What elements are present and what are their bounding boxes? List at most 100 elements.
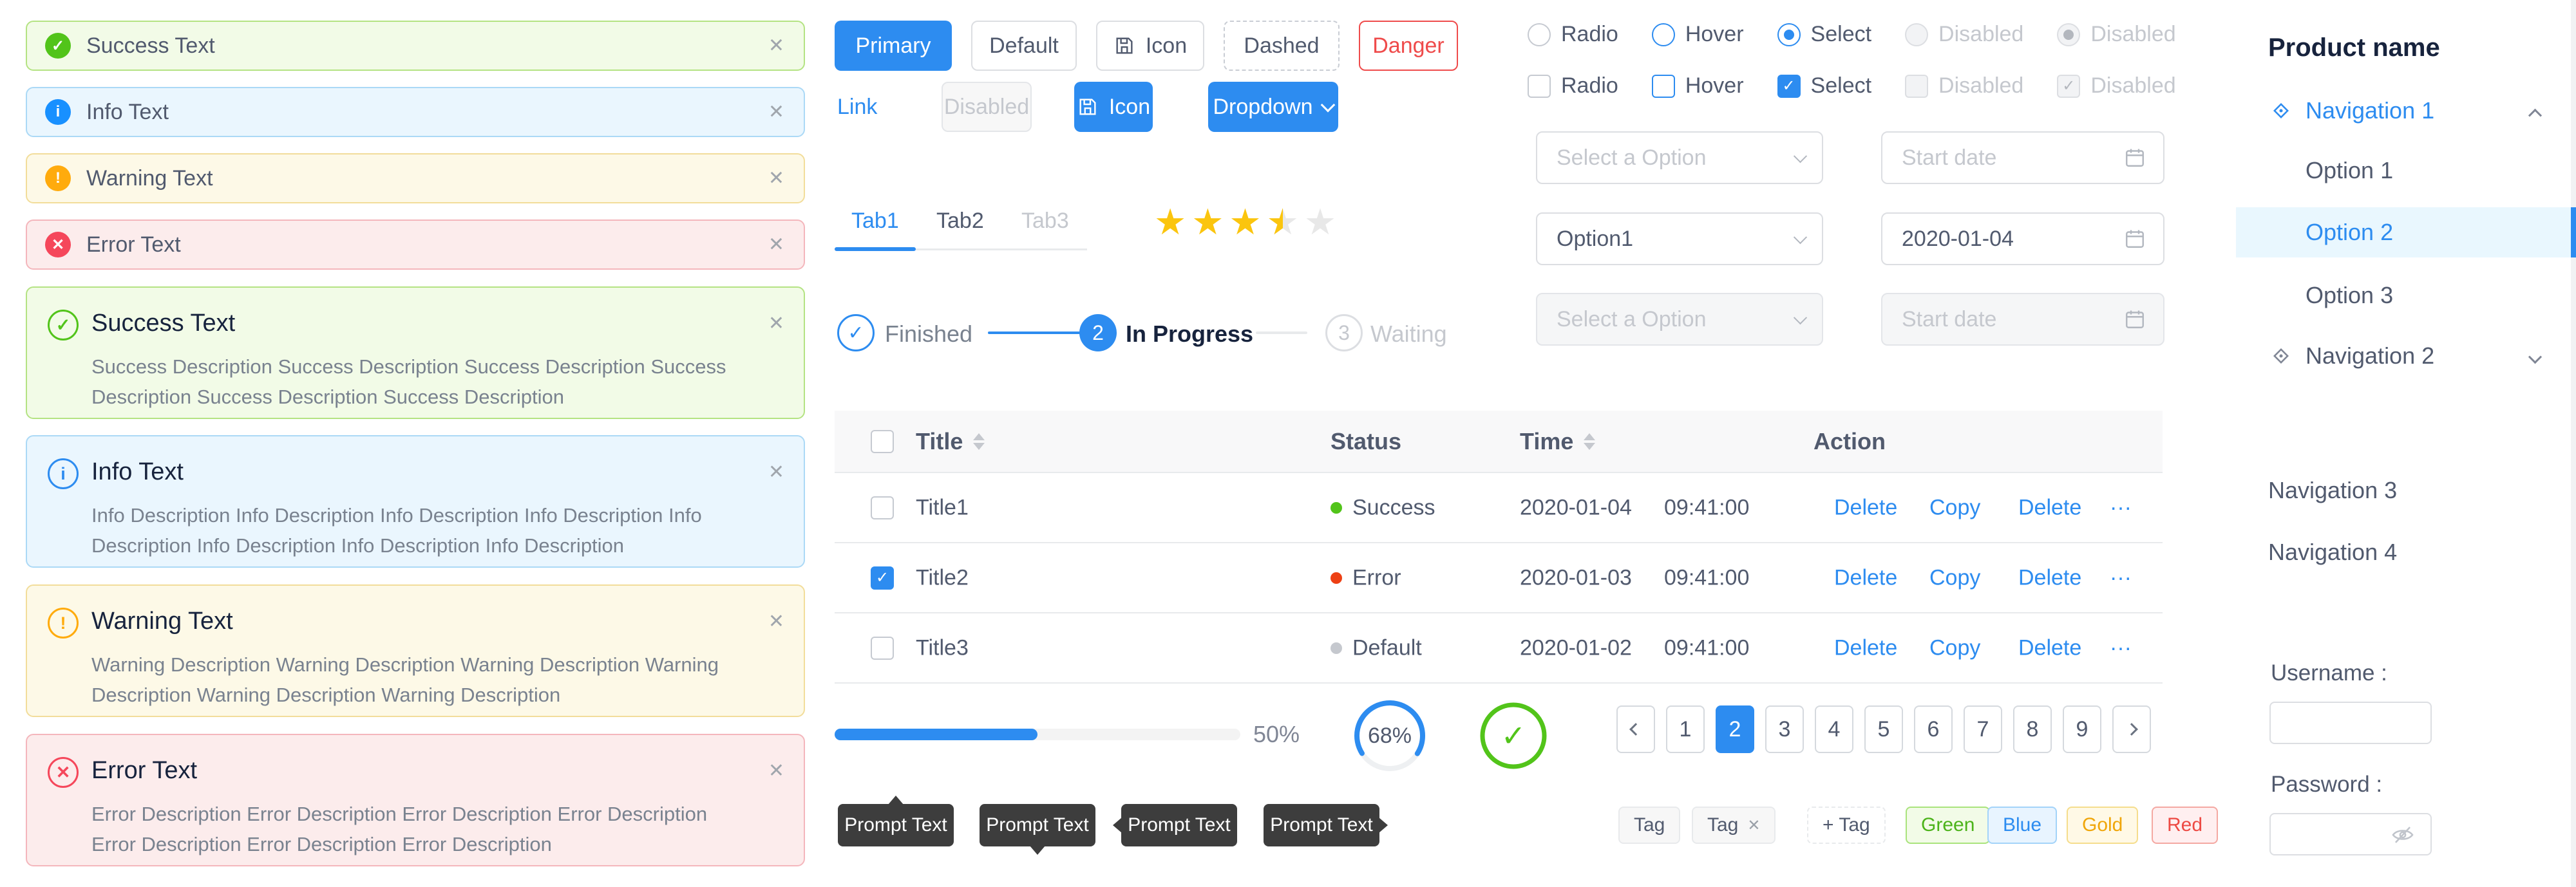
delete-link[interactable]: Delete [2018, 635, 2082, 660]
radio-selected[interactable]: Select [1777, 22, 1871, 47]
select-placeholder[interactable]: Select a Option [1536, 131, 1823, 184]
calendar-icon [2123, 146, 2146, 169]
page-2-active[interactable]: 2 [1716, 705, 1754, 753]
page-1[interactable]: 1 [1666, 705, 1705, 753]
page-5[interactable]: 5 [1864, 705, 1903, 753]
radio-icon [2057, 23, 2081, 46]
delete-link[interactable]: Delete [2018, 565, 2082, 590]
star-icon[interactable]: ★ [1191, 201, 1224, 242]
username-label: Username : [2271, 660, 2387, 686]
step-connector [988, 331, 1083, 334]
close-icon[interactable]: ✕ [768, 462, 784, 483]
sort-icon[interactable] [1584, 433, 1596, 450]
tab-tab1[interactable]: Tab1 [851, 209, 899, 233]
page-6[interactable]: 6 [1914, 705, 1953, 753]
tag-gold: Gold [2067, 807, 2139, 844]
close-icon[interactable]: ✕ [768, 35, 784, 57]
check-glyph: ✓ [51, 37, 65, 55]
close-icon[interactable]: ✕ [768, 101, 784, 123]
page-4[interactable]: 4 [1815, 705, 1853, 753]
more-actions-icon[interactable]: ··· [2110, 635, 2132, 660]
table-header: Title Status Time Action [835, 411, 2163, 473]
sidebar-item-option-2-selected[interactable]: Option 2 [2236, 207, 2576, 257]
copy-link[interactable]: Copy [1929, 565, 1981, 590]
tab-tab2[interactable]: Tab2 [936, 209, 984, 233]
close-icon[interactable]: ✕ [768, 611, 784, 632]
row-checkbox[interactable] [871, 636, 894, 660]
page-3[interactable]: 3 [1765, 705, 1804, 753]
delete-link[interactable]: Delete [1834, 635, 1898, 660]
alert-description: Warning Description Warning Description … [91, 653, 719, 706]
add-tag-button[interactable]: + Tag [1807, 807, 1886, 844]
link-button[interactable]: Link [837, 82, 877, 132]
checkbox-icon [1905, 74, 1929, 98]
page-7[interactable]: 7 [1964, 705, 2002, 753]
checkbox-normal[interactable]: Radio [1528, 73, 1618, 98]
copy-link[interactable]: Copy [1929, 495, 1981, 519]
select-disabled: Select a Option [1536, 293, 1823, 346]
select-filled[interactable]: Option1 [1536, 212, 1823, 265]
sidebar-item-option-1[interactable]: Option 1 [2236, 145, 2576, 196]
primary-button[interactable]: Primary [835, 21, 952, 71]
checkbox-hover[interactable]: Hover [1651, 73, 1744, 98]
username-field[interactable] [2269, 702, 2432, 744]
tab-tab3: Tab3 [1021, 209, 1069, 233]
radio-label: Radio [1561, 22, 1618, 46]
sidebar-item-option-3[interactable]: Option 3 [2236, 270, 2576, 321]
page-9[interactable]: 9 [2063, 705, 2101, 753]
radio-normal[interactable]: Radio [1528, 22, 1618, 47]
sidebar-item-navigation-2[interactable]: Navigation 2 [2236, 335, 2576, 377]
dashed-button[interactable]: Dashed [1224, 21, 1340, 71]
close-icon[interactable]: ✕ [1747, 816, 1761, 834]
sort-icon[interactable] [973, 433, 985, 450]
select-all-checkbox[interactable] [871, 429, 894, 453]
close-icon[interactable]: ✕ [768, 167, 784, 189]
close-icon[interactable]: ✕ [768, 234, 784, 256]
half-star-icon[interactable]: ★ ★ [1267, 201, 1299, 243]
next-page-button[interactable] [2112, 705, 2151, 753]
tooltip-arrow [1379, 817, 1388, 833]
error-glyph: ✕ [55, 762, 71, 782]
alert-title: Success Text [86, 33, 215, 58]
delete-link[interactable]: Delete [2018, 495, 2082, 519]
star-icon[interactable]: ★ [1229, 201, 1262, 242]
sidebar-scroll-track[interactable] [2571, 0, 2576, 887]
more-actions-icon[interactable]: ··· [2110, 495, 2132, 519]
cell-date: 2020-01-04 [1520, 495, 1632, 519]
tooltip-bottom: Prompt Text [980, 804, 1095, 855]
icon-primary-button[interactable]: Icon [1074, 82, 1153, 132]
more-actions-icon[interactable]: ··· [2110, 565, 2132, 590]
step-3-wait-icon: 3 [1325, 314, 1363, 351]
close-icon[interactable]: ✕ [768, 313, 784, 334]
delete-link[interactable]: Delete [1834, 565, 1898, 590]
copy-link[interactable]: Copy [1929, 635, 1981, 660]
row-checkbox-checked[interactable]: ✓ [871, 566, 894, 590]
cell-title: Title1 [916, 495, 969, 519]
default-button[interactable]: Default [971, 21, 1077, 71]
eye-invisible-icon[interactable] [2391, 823, 2415, 850]
radio-hover[interactable]: Hover [1651, 22, 1744, 47]
delete-link[interactable]: Delete [1834, 495, 1898, 519]
star-icon[interactable]: ★ [1154, 201, 1187, 242]
datepicker-filled[interactable]: 2020-01-04 [1881, 212, 2164, 265]
sidebar-item-navigation-4[interactable]: Navigation 4 [2236, 532, 2576, 573]
danger-button[interactable]: Danger [1359, 21, 1458, 71]
icon-button[interactable]: Icon [1096, 21, 1204, 71]
page-8[interactable]: 8 [2013, 705, 2052, 753]
tooltip-arrow [1113, 817, 1122, 833]
sidebar-item-navigation-1[interactable]: Navigation 1 [2236, 90, 2576, 131]
prev-page-button[interactable] [1616, 705, 1655, 753]
tooltip-arrow [1030, 846, 1045, 855]
dropdown-button[interactable]: Dropdown [1208, 82, 1338, 132]
datepicker-placeholder[interactable]: Start date [1881, 131, 2164, 184]
radio-group: Radio Hover Select Disabled Disabled [1528, 22, 2176, 47]
row-checkbox[interactable] [871, 496, 894, 519]
tooltip-arrow [888, 796, 904, 805]
close-icon[interactable]: ✕ [768, 760, 784, 781]
alert-description: Info Description Info Description Info D… [91, 504, 702, 557]
checkbox-selected[interactable]: ✓ Select [1777, 73, 1871, 98]
tag-label: Blue [2003, 814, 2042, 836]
star-icon[interactable]: ★ [1303, 201, 1337, 242]
sidebar-item-navigation-3[interactable]: Navigation 3 [2236, 470, 2576, 511]
step-1-finished-icon: ✓ [837, 314, 875, 351]
